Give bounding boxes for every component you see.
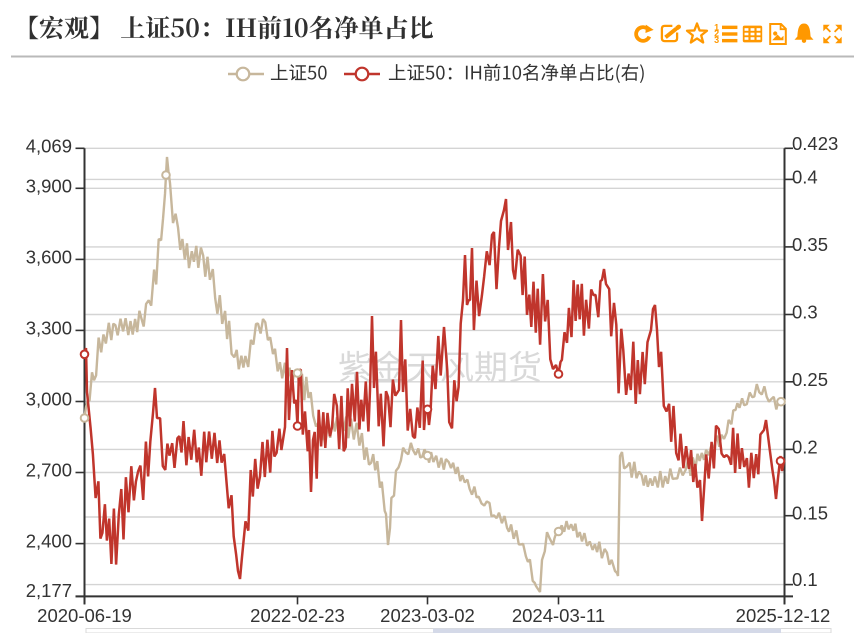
svg-text:0.15: 0.15 — [792, 503, 828, 524]
svg-text:0.423: 0.423 — [792, 133, 838, 154]
svg-text:3,300: 3,300 — [26, 317, 72, 338]
svg-text:0.4: 0.4 — [792, 166, 818, 187]
svg-text:0.1: 0.1 — [792, 569, 818, 590]
svg-text:0.2: 0.2 — [792, 436, 818, 457]
svg-text:2: 2 — [714, 29, 719, 39]
svg-text:3,900: 3,900 — [26, 175, 72, 196]
svg-text:3,600: 3,600 — [26, 246, 72, 267]
svg-text:2022-02-23: 2022-02-23 — [250, 605, 345, 626]
svg-text:2,400: 2,400 — [26, 531, 72, 552]
svg-text:2023-03-02: 2023-03-02 — [380, 605, 475, 626]
svg-text:2,177: 2,177 — [26, 580, 72, 601]
svg-text:0.3: 0.3 — [792, 302, 818, 323]
svg-text:2020-06-19: 2020-06-19 — [37, 605, 132, 626]
svg-text:3: 3 — [714, 35, 719, 45]
svg-text:4,069: 4,069 — [26, 135, 72, 156]
svg-text:0.35: 0.35 — [792, 234, 828, 255]
svg-text:2,700: 2,700 — [26, 460, 72, 481]
svg-text:2025-12-12: 2025-12-12 — [736, 605, 831, 626]
svg-text:3,000: 3,000 — [26, 389, 72, 410]
svg-text:2024-03-11: 2024-03-11 — [512, 605, 605, 626]
svg-text:1: 1 — [714, 22, 719, 32]
svg-text:0.25: 0.25 — [792, 369, 828, 390]
